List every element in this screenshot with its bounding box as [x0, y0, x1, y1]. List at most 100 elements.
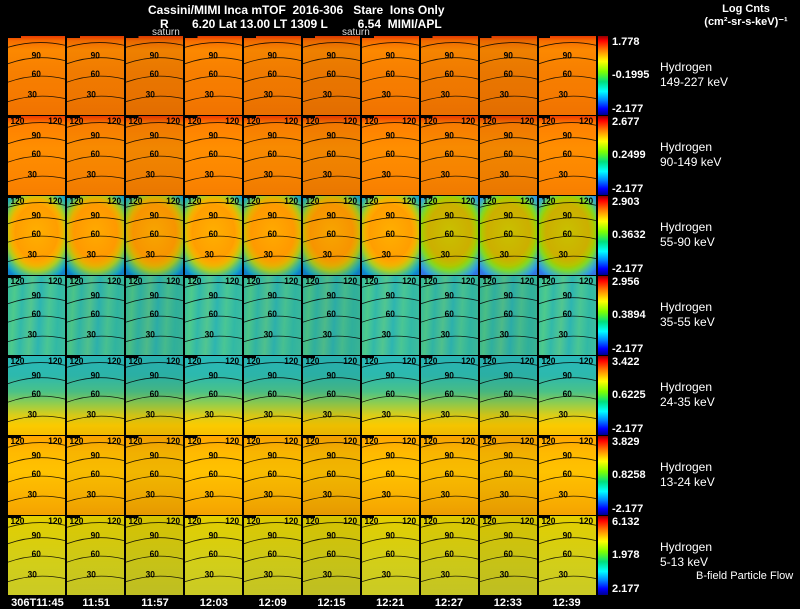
svg-text:120: 120	[520, 196, 534, 206]
svg-text:30: 30	[559, 249, 569, 259]
colorbar-tick-cmid: 0.3632	[612, 229, 646, 241]
time-tick-label: 306T11:45	[11, 597, 64, 609]
species-energy-range: 35-55 keV	[660, 315, 715, 329]
svg-text:30: 30	[441, 329, 451, 339]
svg-text:120: 120	[284, 436, 298, 446]
svg-text:30: 30	[441, 489, 451, 499]
svg-text:60: 60	[386, 549, 396, 559]
svg-text:60: 60	[209, 549, 219, 559]
svg-text:30: 30	[441, 249, 451, 259]
heatmap-panel: 120 120 90 60 30	[303, 356, 360, 435]
svg-text:120: 120	[284, 276, 298, 286]
svg-text:90: 90	[209, 290, 219, 300]
svg-text:30: 30	[205, 89, 215, 99]
svg-text:30: 30	[87, 569, 97, 579]
svg-text:120: 120	[364, 196, 378, 206]
svg-text:120: 120	[402, 436, 416, 446]
svg-text:30: 30	[559, 569, 569, 579]
svg-text:90: 90	[268, 210, 278, 220]
heatmap-panel: 120 120 90 60 30	[480, 276, 537, 355]
svg-text:90: 90	[504, 450, 514, 460]
colorbar-tick-cmax: 2.677	[612, 116, 640, 128]
heatmap-panel: 90 60 30	[303, 36, 360, 115]
species-energy-range: 13-24 keV	[660, 475, 715, 489]
row-separator-ticks	[8, 435, 596, 438]
svg-text:120: 120	[541, 196, 555, 206]
species-energy-range: 5-13 keV	[660, 555, 709, 569]
svg-text:120: 120	[482, 436, 496, 446]
svg-text:30: 30	[205, 409, 215, 419]
svg-text:120: 120	[225, 516, 239, 526]
species-name: Hydrogen	[660, 300, 713, 314]
svg-text:30: 30	[146, 489, 156, 499]
energy-row: 120 120 90 60 30 120 120 90 60 30 120 120 90 60 30 120 1…	[0, 195, 800, 275]
svg-text:120: 120	[107, 356, 121, 366]
heatmap-panel: 120 120 90 60 30	[67, 116, 124, 195]
svg-text:30: 30	[559, 89, 569, 99]
svg-text:60: 60	[563, 549, 573, 559]
svg-text:120: 120	[69, 356, 83, 366]
time-tick-label: 12:15	[317, 597, 346, 609]
heatmap-panel: 120 120 90 60 30	[480, 436, 537, 515]
svg-text:120: 120	[107, 436, 121, 446]
svg-text:120: 120	[343, 436, 357, 446]
species-name: Hydrogen	[660, 540, 713, 554]
svg-text:90: 90	[445, 290, 455, 300]
svg-text:90: 90	[209, 50, 219, 60]
heatmap-panel: 120 120 90 60 30	[421, 516, 478, 595]
svg-text:60: 60	[445, 69, 455, 79]
svg-text:120: 120	[69, 516, 83, 526]
svg-text:90: 90	[445, 210, 455, 220]
svg-text:60: 60	[563, 389, 573, 399]
svg-text:120: 120	[69, 436, 83, 446]
svg-text:60: 60	[91, 149, 101, 159]
svg-text:90: 90	[327, 130, 337, 140]
heatmap-panel: 120 120 90 60 30	[244, 436, 301, 515]
svg-text:30: 30	[87, 249, 97, 259]
svg-text:120: 120	[10, 516, 24, 526]
svg-text:30: 30	[382, 409, 392, 419]
svg-text:60: 60	[32, 549, 42, 559]
svg-text:90: 90	[150, 130, 160, 140]
svg-text:30: 30	[146, 249, 156, 259]
heatmap-panel: 120 120 90 60 30	[185, 116, 242, 195]
svg-text:120: 120	[246, 516, 260, 526]
svg-text:30: 30	[264, 489, 274, 499]
svg-text:120: 120	[225, 436, 239, 446]
svg-text:30: 30	[28, 409, 38, 419]
colorbar-tick-cmid: 0.2499	[612, 149, 646, 161]
svg-text:120: 120	[423, 116, 437, 126]
svg-text:120: 120	[10, 196, 24, 206]
svg-text:120: 120	[284, 516, 298, 526]
heatmap-panel: 120 120 90 60 30	[67, 516, 124, 595]
heatmap-panel: 120 120 90 60 30	[67, 436, 124, 515]
svg-text:60: 60	[268, 309, 278, 319]
svg-text:30: 30	[87, 489, 97, 499]
svg-text:30: 30	[559, 409, 569, 419]
svg-text:90: 90	[327, 450, 337, 460]
time-tick-label: 11:57	[141, 597, 169, 609]
row-separator-ticks	[8, 115, 596, 118]
svg-text:60: 60	[32, 149, 42, 159]
svg-text:60: 60	[504, 389, 514, 399]
svg-text:30: 30	[323, 569, 333, 579]
time-axis: 306T11:45 11:51 11:57 12:03 12:09 12:15 12:21 1…	[0, 597, 800, 609]
svg-text:90: 90	[32, 210, 42, 220]
svg-text:30: 30	[264, 569, 274, 579]
svg-text:90: 90	[150, 530, 160, 540]
svg-text:60: 60	[209, 389, 219, 399]
svg-text:30: 30	[205, 169, 215, 179]
heatmap-panel: 120 120 90 60 30	[303, 276, 360, 355]
svg-text:120: 120	[128, 116, 142, 126]
heatmap-panel: 90 60 30	[67, 36, 124, 115]
svg-text:120: 120	[520, 116, 534, 126]
svg-text:90: 90	[445, 130, 455, 140]
svg-text:60: 60	[445, 229, 455, 239]
svg-text:60: 60	[445, 549, 455, 559]
heatmap-panel: 120 120 90 60 30	[8, 436, 65, 515]
heatmap-panel: 120 120 90 60 30	[539, 356, 596, 435]
heatmap-panel-strip: 120 120 90 60 30 120 120 90 60 30 120 120 90 60 30 120 1…	[8, 116, 596, 195]
svg-text:30: 30	[323, 249, 333, 259]
svg-text:60: 60	[209, 69, 219, 79]
